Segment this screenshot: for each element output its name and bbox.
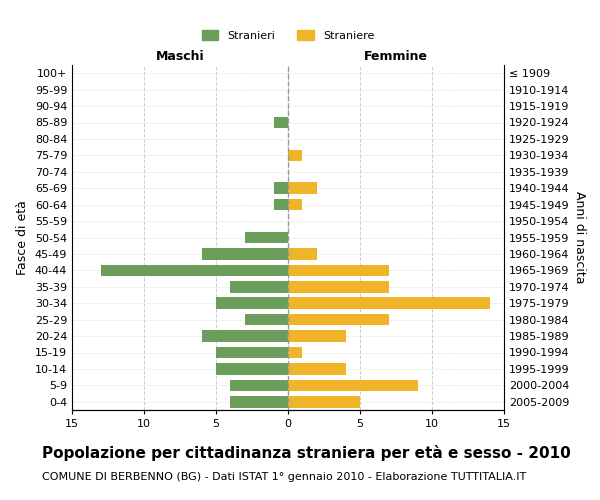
Y-axis label: Fasce di età: Fasce di età [16, 200, 29, 275]
Bar [101, 264, 288, 276]
Bar [288, 150, 302, 161]
Bar [216, 347, 288, 358]
Bar [230, 281, 288, 292]
Y-axis label: Anni di nascita: Anni di nascita [573, 191, 586, 284]
Bar [288, 281, 389, 292]
Text: Popolazione per cittadinanza straniera per età e sesso - 2010: Popolazione per cittadinanza straniera p… [42, 445, 571, 461]
Bar [245, 232, 288, 243]
Bar [202, 248, 288, 260]
Bar [288, 248, 317, 260]
Bar [288, 199, 302, 210]
Bar [274, 199, 288, 210]
Bar [245, 314, 288, 326]
Bar [288, 380, 418, 391]
Bar [288, 347, 302, 358]
Legend: Stranieri, Straniere: Stranieri, Straniere [197, 26, 379, 46]
Bar [288, 264, 389, 276]
Bar [288, 363, 346, 374]
Bar [202, 330, 288, 342]
Bar [288, 182, 317, 194]
Bar [288, 314, 389, 326]
Bar [230, 396, 288, 407]
Bar [216, 298, 288, 309]
Text: Femmine: Femmine [364, 50, 428, 64]
Bar [274, 182, 288, 194]
Bar [288, 396, 360, 407]
Bar [216, 363, 288, 374]
Bar [230, 380, 288, 391]
Bar [288, 330, 346, 342]
Bar [274, 117, 288, 128]
Text: COMUNE DI BERBENNO (BG) - Dati ISTAT 1° gennaio 2010 - Elaborazione TUTTITALIA.I: COMUNE DI BERBENNO (BG) - Dati ISTAT 1° … [42, 472, 526, 482]
Text: Maschi: Maschi [155, 50, 205, 64]
Bar [288, 298, 490, 309]
